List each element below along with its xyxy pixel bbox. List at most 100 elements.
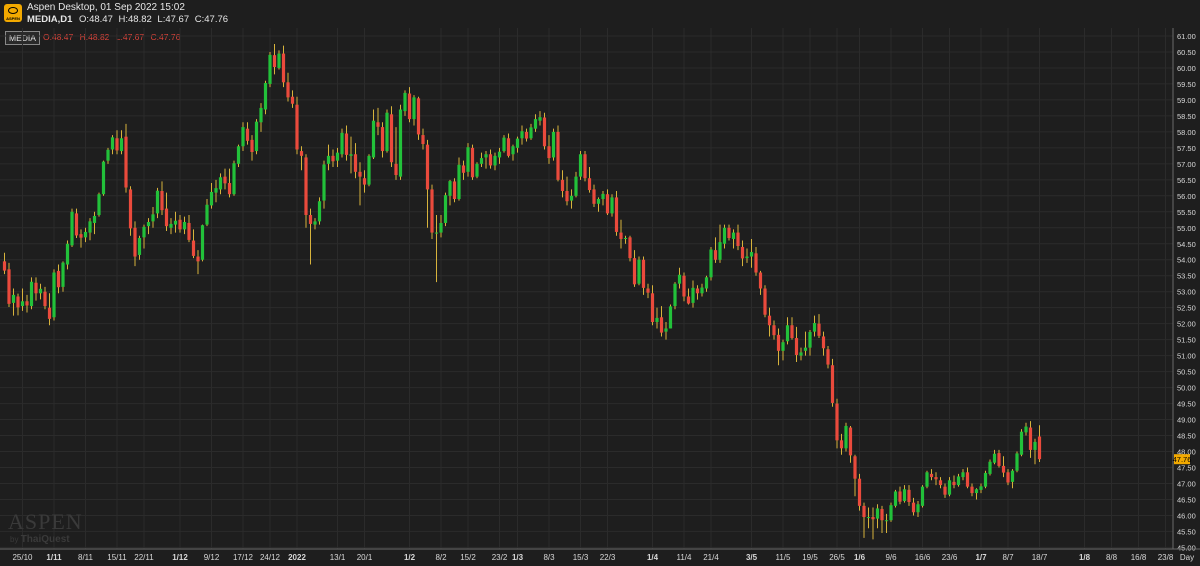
candle-body	[866, 517, 871, 519]
candle-body	[173, 220, 178, 225]
y-tick-label: 49.00	[1177, 416, 1196, 425]
candle-body	[502, 137, 506, 152]
candle-body	[538, 117, 542, 121]
y-tick-label: 49.50	[1177, 400, 1196, 409]
candle-body	[1001, 465, 1006, 473]
quote-close: C:47.76	[194, 14, 229, 25]
candle-body	[470, 147, 475, 178]
candle-body	[938, 480, 943, 486]
candle-body	[434, 232, 439, 234]
candle-body	[979, 486, 983, 490]
candle-body	[686, 296, 691, 304]
candle-body	[20, 301, 25, 307]
candle-body	[772, 325, 776, 336]
x-tick-label: 22/3	[600, 553, 616, 562]
candle-body	[169, 223, 173, 228]
candle-body	[655, 317, 659, 323]
candle-body	[214, 188, 218, 193]
candle-body	[97, 194, 101, 215]
candle-body	[227, 183, 232, 195]
candle-body	[808, 331, 812, 348]
candle-body	[623, 237, 628, 239]
legend-close: C:47.76	[150, 32, 181, 42]
candle-body	[466, 147, 470, 172]
candle-body	[1033, 441, 1037, 450]
candle-body	[907, 489, 911, 503]
candle-body	[704, 277, 709, 289]
candle-body	[182, 222, 187, 230]
candle-body	[763, 288, 767, 315]
candle-body	[2, 261, 7, 271]
candle-body	[803, 347, 808, 351]
candle-body	[844, 425, 848, 449]
candle-body	[506, 138, 511, 156]
candle-body	[583, 154, 587, 179]
candle-body	[421, 135, 425, 145]
candle-body	[286, 82, 290, 98]
candle-body	[106, 149, 110, 161]
candle-body	[232, 163, 236, 195]
candle-body	[308, 214, 313, 224]
candle-body	[916, 504, 920, 513]
x-tick-label: 9/6	[885, 553, 897, 562]
symbol-timeframe: MEDIA,D1	[27, 14, 73, 25]
y-tick-label: 48.50	[1177, 432, 1196, 441]
candle-body	[839, 440, 844, 449]
x-tick-label: 16/6	[915, 553, 931, 562]
candle-body	[425, 144, 430, 190]
y-tick-label: 58.00	[1177, 128, 1196, 137]
candle-body	[767, 315, 772, 326]
candle-body	[749, 252, 754, 257]
candle-body	[799, 352, 803, 356]
y-tick-label: 51.50	[1177, 336, 1196, 345]
y-tick-label: 53.00	[1177, 288, 1196, 297]
candle-body	[443, 195, 448, 223]
candle-body	[304, 157, 308, 215]
candle-body	[497, 151, 502, 158]
candle-body	[416, 98, 421, 135]
x-tick-label: 23/8	[1158, 553, 1174, 562]
candle-body	[493, 155, 497, 166]
candle-body	[1019, 431, 1024, 455]
y-tick-label: 57.00	[1177, 160, 1196, 169]
x-tick-label: 8/8	[1106, 553, 1118, 562]
x-tick-label: 23/2	[492, 553, 508, 562]
candle-body	[718, 242, 722, 260]
candle-body	[934, 477, 938, 480]
candle-body	[821, 336, 826, 349]
candle-body	[848, 427, 853, 456]
candle-body	[403, 92, 407, 112]
y-tick-label: 47.50	[1177, 463, 1196, 472]
candle-body	[200, 225, 205, 260]
candle-body	[430, 189, 434, 233]
candle-body	[952, 481, 956, 486]
candlestick-chart[interactable]: 61.00 60.50 60.00 59.50 59.00 58.50 58.00 57.50…	[0, 28, 1200, 566]
last-price-label: 47.76	[1173, 455, 1192, 464]
candle-body	[484, 154, 488, 158]
candle-body	[56, 270, 61, 288]
candle-body	[313, 221, 317, 225]
candle-body	[133, 227, 137, 257]
legend-low: L:47.67	[115, 32, 145, 42]
candle-body	[394, 163, 398, 176]
candle-body	[115, 138, 119, 151]
candle-body	[38, 288, 43, 294]
candle-body	[758, 272, 763, 289]
candle-body	[196, 256, 200, 262]
candle-body	[299, 151, 304, 156]
candle-body	[376, 122, 380, 127]
candle-body	[61, 262, 65, 287]
aspen-app-icon[interactable]: ASPEN	[4, 4, 22, 22]
x-tick-label: 8/2	[435, 553, 447, 562]
y-tick-label: 50.00	[1177, 384, 1196, 393]
candle-body	[727, 227, 731, 238]
candle-body	[731, 232, 736, 239]
candle-body	[281, 53, 286, 83]
candle-body	[178, 219, 182, 230]
candle-body	[389, 114, 394, 163]
candle-body	[1010, 470, 1015, 482]
candle-body	[857, 478, 862, 506]
candle-body	[682, 275, 686, 297]
watermark-by: by	[10, 535, 19, 544]
candle-body	[592, 189, 596, 204]
